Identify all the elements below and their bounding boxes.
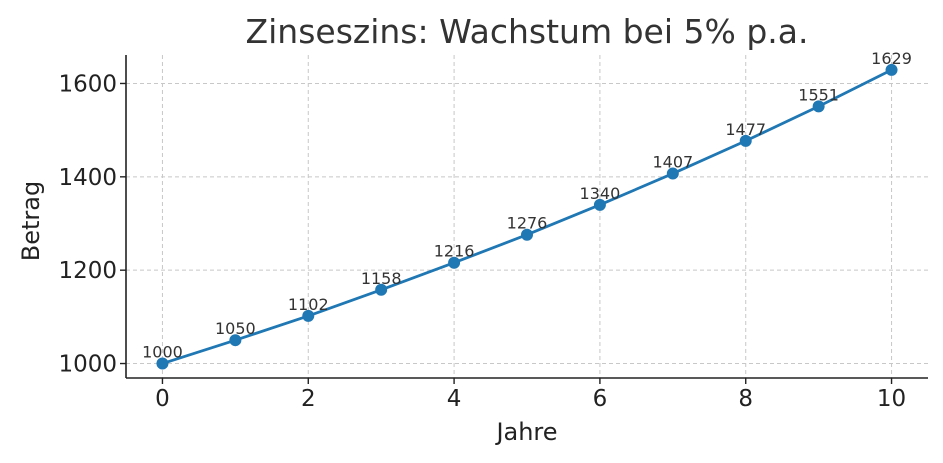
data-label: 1477 xyxy=(725,120,766,139)
plot-area: 1000 1050 1102 1158 1216 1276 1340 1407 1477 1551… xyxy=(142,49,912,370)
data-point xyxy=(229,334,242,347)
x-tick-label: 6 xyxy=(593,386,608,412)
y-axis-label: Betrag xyxy=(17,181,45,261)
data-point xyxy=(375,283,388,296)
x-axis-label: Jahre xyxy=(494,418,557,446)
data-point xyxy=(593,198,606,211)
data-point xyxy=(885,63,898,76)
y-tick-label: 1600 xyxy=(58,71,117,97)
axis-ticks: 0 2 4 6 8 10 1000 1200 1400 1600 xyxy=(58,71,906,412)
data-label: 1276 xyxy=(507,214,548,233)
data-label: 1407 xyxy=(652,153,693,172)
chart-title: Zinseszins: Wachstum bei 5% p.a. xyxy=(246,12,809,51)
x-tick-label: 10 xyxy=(877,386,906,412)
y-tick-label: 1000 xyxy=(58,352,117,378)
data-label: 1158 xyxy=(361,269,402,288)
data-point xyxy=(302,309,315,322)
x-tick-label: 2 xyxy=(301,386,316,412)
x-tick-label: 4 xyxy=(447,386,462,412)
data-label: 1216 xyxy=(434,242,475,261)
data-point xyxy=(448,256,461,269)
y-tick-label: 1400 xyxy=(58,165,117,191)
data-label: 1340 xyxy=(580,184,621,203)
data-point xyxy=(666,167,679,180)
data-label: 1050 xyxy=(215,319,256,338)
x-tick-label: 0 xyxy=(155,386,170,412)
data-point xyxy=(812,100,825,113)
data-label: 1000 xyxy=(142,343,183,362)
data-label: 1629 xyxy=(871,49,912,68)
data-label: 1102 xyxy=(288,295,329,314)
data-point xyxy=(521,228,533,241)
y-tick-label: 1200 xyxy=(58,258,117,284)
data-point xyxy=(156,357,169,370)
data-label: 1551 xyxy=(798,85,839,104)
x-tick-label: 8 xyxy=(738,386,753,412)
grid xyxy=(126,55,928,378)
data-point xyxy=(739,134,752,147)
